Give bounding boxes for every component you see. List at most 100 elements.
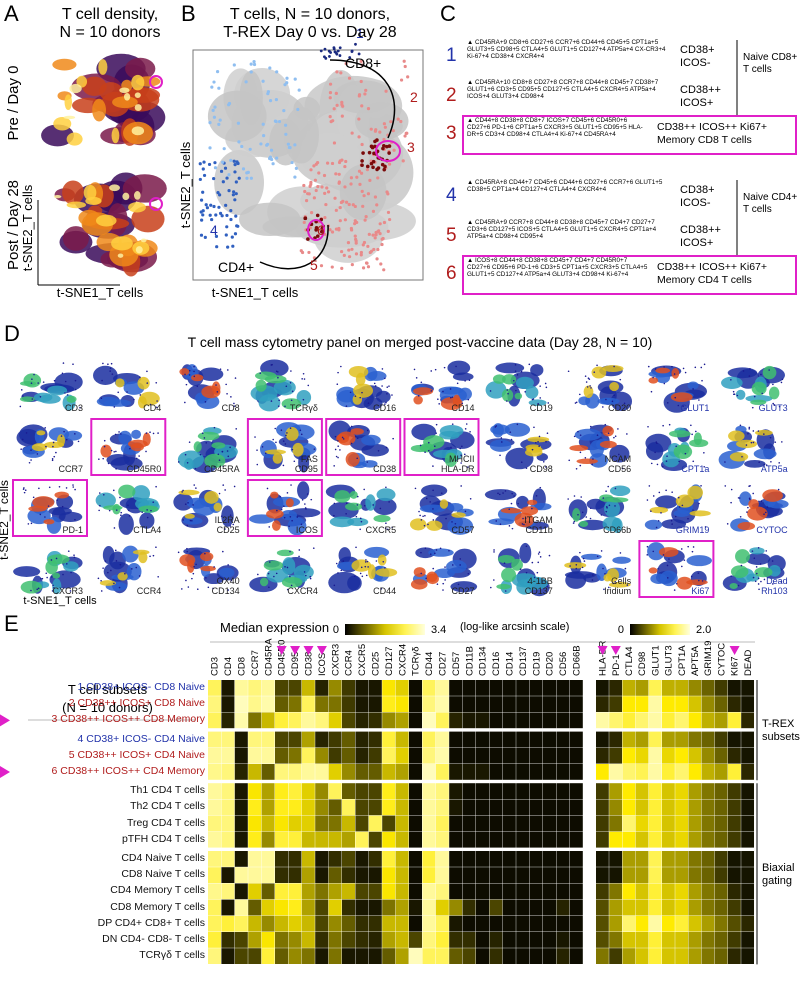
heatmap-cell [342, 747, 355, 764]
tsne-dot [118, 431, 120, 433]
legend-title: Median expression [220, 620, 330, 635]
heatmap-cell [435, 783, 449, 799]
tsne-dot [423, 524, 426, 527]
heatmap-cell [221, 867, 235, 883]
tsne-dot [459, 447, 461, 450]
heatmap-cell [248, 815, 262, 832]
tsne-blob [13, 566, 41, 577]
tsne-dot [701, 379, 703, 382]
heatmap-cell [569, 731, 583, 748]
tsne-dot [752, 576, 755, 579]
tsne-dot [369, 127, 373, 131]
tsne-dot [746, 511, 748, 513]
heatmap-cell [529, 915, 543, 932]
heatmap-cell [662, 731, 675, 748]
heatmap-cell [476, 764, 489, 780]
tsne-dot [56, 499, 58, 502]
heatmap-cell [395, 932, 409, 948]
marker-list: ▲ CD45RA+8 CD44+7 CD45+6 CD44+6 CD27+6 C… [467, 179, 663, 193]
tsne-dot [114, 433, 117, 436]
tsne-dot [44, 427, 46, 429]
heatmap-cell [208, 764, 221, 780]
tsne-blob [99, 82, 123, 101]
column-label: CD14 [505, 652, 516, 676]
tsne-dot [366, 192, 371, 196]
tsne-dot [376, 247, 380, 252]
heatmap-cell [701, 915, 715, 932]
heatmap-cell [728, 932, 741, 948]
tsne-dot [344, 200, 349, 204]
tsne-blob [198, 367, 224, 381]
heatmap-cell [662, 799, 675, 816]
tsne-dot [677, 404, 680, 407]
tsne-dot [101, 379, 103, 382]
tsne-blob [447, 360, 471, 376]
heatmap-cell [435, 948, 449, 964]
tsne-dot [187, 502, 189, 504]
tsne-dot [304, 199, 309, 203]
heatmap-cell [489, 799, 503, 816]
tsne-dot [285, 434, 287, 437]
heatmap-cell [301, 851, 315, 867]
tsne-dot [344, 159, 348, 164]
tsne-dot [451, 396, 454, 398]
tsne-dot [567, 370, 570, 373]
heatmap-cell [462, 680, 476, 696]
tsne-dot [605, 398, 607, 401]
tsne-dot [690, 424, 692, 427]
heatmap-cell [288, 799, 302, 816]
tsne-dot [385, 144, 389, 149]
column-marker [290, 646, 301, 655]
tsne-blob [721, 376, 743, 390]
tsne-dot [329, 51, 332, 54]
panel-title: T cells, N = 10 donors, [229, 6, 391, 23]
heatmap-cell [609, 731, 622, 748]
heatmap-cell [409, 899, 422, 916]
tsne-dot [451, 564, 454, 566]
tsne-dot [740, 564, 743, 567]
heatmap-cell [476, 799, 489, 816]
tsne-dot [747, 506, 749, 509]
tsne-dot [23, 491, 26, 494]
heatmap-cell [489, 764, 503, 780]
tsne-dot [236, 161, 240, 166]
tsne-dot [234, 180, 238, 184]
tsne-dot [613, 394, 615, 397]
heatmap-cell [516, 680, 530, 696]
tsne-dot [323, 191, 327, 195]
heatmap-cell [489, 899, 503, 916]
tsne-dot [256, 449, 258, 451]
tsne-dot [117, 391, 120, 394]
heatmap-cell [462, 831, 476, 848]
tsne-dot [533, 426, 535, 429]
heatmap-cell [635, 783, 649, 799]
tsne-dot [268, 155, 273, 159]
tsne-dot [301, 378, 303, 380]
tsne-dot [579, 464, 582, 467]
heatmap-cell [234, 799, 248, 816]
column-label: CD38 [304, 652, 315, 676]
tsne-dot [460, 485, 462, 487]
tsne-blob [200, 552, 214, 562]
tsne-dot [282, 464, 285, 467]
heatmap-cell [234, 783, 248, 799]
tsne-dot [646, 499, 649, 501]
heatmap-cell [435, 747, 449, 764]
tsne-blob [693, 432, 702, 446]
tsne-blob [128, 202, 146, 213]
heatmap-cell [648, 815, 662, 832]
tsne-blob [296, 389, 312, 405]
tile-label: Ki67 [691, 586, 710, 596]
tsne-dot [444, 566, 446, 568]
tsne-dot [578, 393, 581, 396]
heatmap-cell [701, 831, 715, 848]
tsne-dot [493, 579, 495, 581]
heatmap-cell [435, 696, 449, 712]
tsne-dot [337, 226, 341, 231]
tsne-dot [36, 588, 39, 591]
tsne-dot [614, 505, 616, 507]
tsne-blob [345, 502, 363, 511]
heatmap-cell [208, 731, 221, 748]
heatmap-cell [596, 883, 609, 900]
heatmap-cell [409, 948, 422, 964]
